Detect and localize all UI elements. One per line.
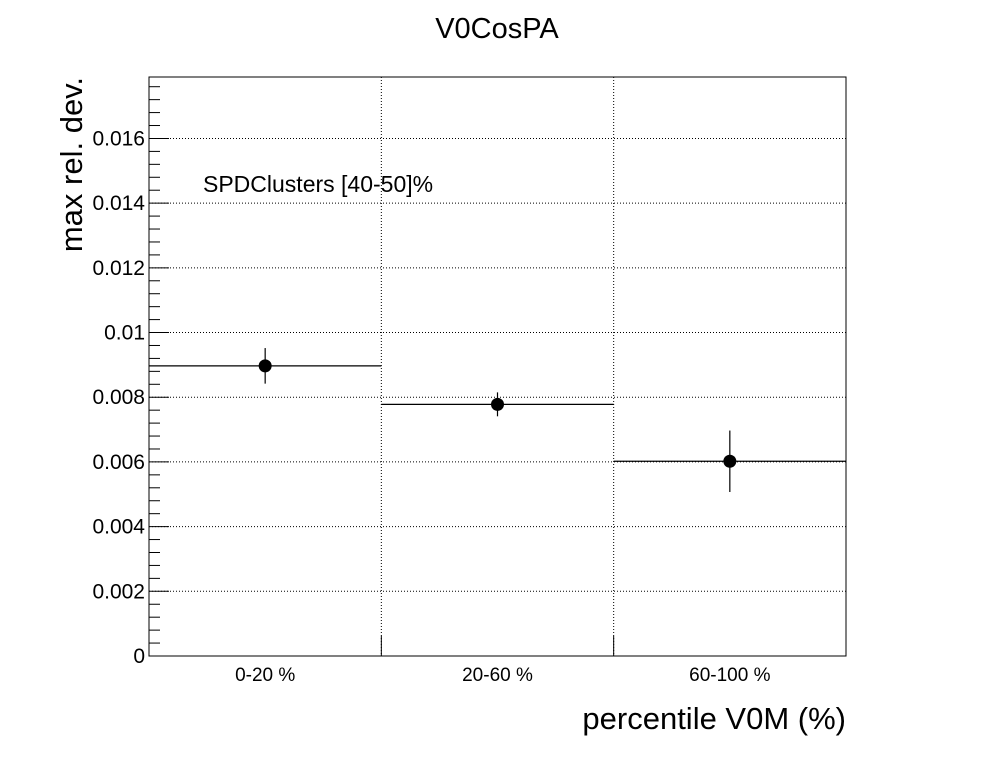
- x-axis: 0-20 % 20-60 % 60-100 %: [235, 636, 771, 686]
- grid: [149, 77, 846, 656]
- data-marks: [149, 348, 846, 493]
- x-category-label: 0-20 %: [235, 665, 295, 686]
- data-point: [258, 359, 272, 373]
- data-point: [723, 454, 737, 468]
- y-tick-label: 0.006: [92, 451, 145, 474]
- y-axis-title: max rel. dev.: [54, 77, 89, 252]
- y-tick-label: 0.016: [92, 127, 145, 150]
- y-axis: 0 0.002 0.004 0.006 0.008 0.01 0.012 0.014 0.016: [92, 86, 169, 668]
- annotation-label: SPDClusters [40-50]%: [203, 171, 433, 197]
- data-point: [491, 397, 504, 411]
- plot-frame: [148, 76, 847, 657]
- y-tick-label: 0.01: [104, 322, 145, 345]
- y-tick-label: 0.014: [92, 192, 145, 215]
- chart-title: V0CosPA: [435, 13, 559, 45]
- y-tick-label: 0.004: [92, 516, 145, 539]
- x-category-label: 20-60 %: [462, 665, 533, 686]
- y-tick-label: 0: [133, 645, 145, 668]
- x-category-label: 60-100 %: [689, 665, 770, 686]
- y-tick-label: 0.008: [92, 386, 145, 409]
- x-axis-title: percentile V0M (%): [582, 701, 846, 736]
- y-tick-label: 0.012: [92, 257, 145, 280]
- y-tick-label: 0.002: [92, 580, 145, 603]
